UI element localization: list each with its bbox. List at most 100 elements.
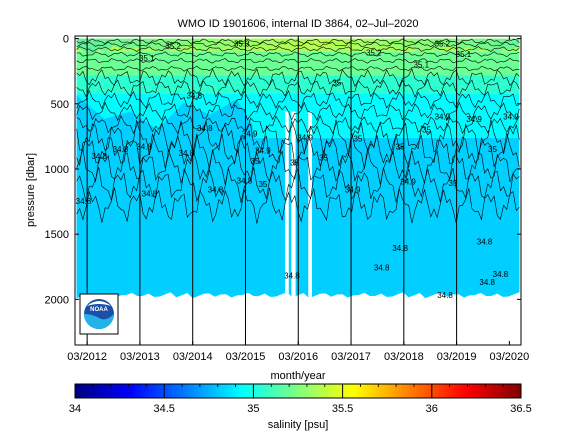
colorbar-segment [193, 384, 199, 398]
x-tick-label: 03/2016 [278, 351, 318, 363]
contour-label: 34.8 [237, 176, 253, 185]
colorbar-segment [383, 384, 388, 398]
colorbar-segment [182, 384, 187, 398]
contour-label: 35 [422, 125, 431, 134]
colorbar-segment [275, 384, 280, 398]
x-tick-label: 03/2017 [331, 351, 371, 363]
colorbar-segment [78, 384, 83, 398]
contour-label: 34.8 [284, 272, 300, 281]
colorbar-segment [394, 384, 399, 398]
colorbar-segment [271, 384, 277, 398]
colorbar-segment [350, 384, 355, 398]
colorbar-segment [134, 384, 139, 398]
colorbar-segment [312, 384, 318, 398]
contour-label: 34.8 [208, 185, 224, 194]
x-tick-label: 03/2013 [120, 351, 160, 363]
contour-label: 35 [319, 154, 328, 163]
colorbar-segment [480, 384, 485, 398]
contour-label: 35 [448, 179, 457, 188]
contour-label: 35.1 [139, 54, 155, 63]
colorbar-segment [506, 384, 511, 398]
colorbar-segment [145, 384, 150, 398]
contour-label: 34.8 [493, 270, 509, 279]
contour-label: 34.8 [179, 149, 195, 158]
colorbar-segment [450, 384, 455, 398]
colorbar-segment [435, 384, 440, 398]
colorbar-segment [353, 384, 358, 398]
colorbar-segment [283, 384, 288, 398]
colorbar-segment [279, 384, 284, 398]
colorbar-segment [446, 384, 451, 398]
contour-label: 35.2 [366, 49, 382, 58]
contour-label: 34.8 [197, 124, 213, 133]
colorbar-segment [316, 384, 321, 398]
x-tick-label: 03/2019 [437, 351, 477, 363]
colorbar-segment [454, 384, 459, 398]
colorbar-segment [428, 384, 433, 398]
colorbar-segment [264, 384, 269, 398]
colorbar-segment [238, 384, 243, 398]
colorbar-segment [368, 384, 373, 398]
colorbar-segment [335, 384, 340, 398]
colorbar: 34 34.5 35 35.5 36 36.5 [69, 383, 532, 415]
colorbar-segment [141, 384, 147, 398]
colorbar-segment [197, 384, 202, 398]
colorbar-segment [156, 384, 161, 398]
contour-label: 34.8 [113, 145, 129, 154]
colorbar-segment [249, 384, 254, 398]
colorbar-tick-label: 35 [247, 403, 259, 415]
colorbar-segment [167, 384, 173, 398]
colorbar-segment [201, 384, 206, 398]
colorbar-segment [234, 384, 240, 398]
colorbar-segment [387, 384, 392, 398]
colorbar-segment [231, 384, 236, 398]
colorbar-tick-label: 34 [69, 403, 81, 415]
colorbar-segment [108, 384, 113, 398]
colorbar-tick-label: 34.5 [153, 403, 174, 415]
colorbar-segment [465, 384, 470, 398]
contour-label: 34.9 [435, 112, 451, 121]
colorbar-segment [498, 384, 503, 398]
contour-label: 34.8 [136, 142, 152, 151]
colorbar-segment [413, 384, 418, 398]
colorbar-segment [409, 384, 414, 398]
colorbar-segment [112, 384, 117, 398]
data-gap [285, 111, 289, 301]
fresh-deep-layer [76, 95, 520, 299]
contour-label: 34.9 [255, 146, 271, 155]
colorbar-segment [476, 384, 481, 398]
contour-label: 35 [332, 79, 341, 88]
colorbar-segment [89, 384, 95, 398]
colorbar-segment [93, 384, 98, 398]
colorbar-segment [346, 384, 351, 398]
colorbar-segment [491, 384, 496, 398]
contour-label: 34.9 [297, 133, 313, 142]
colorbar-segment [379, 384, 384, 398]
colorbar-segment [115, 384, 121, 398]
y-tick-label: 2000 [45, 294, 69, 306]
colorbar-segment [309, 384, 314, 398]
y-tick-label: 0 [63, 34, 69, 46]
colorbar-segment [357, 384, 362, 398]
x-tick-label: 03/2015 [226, 351, 266, 363]
contour-label: 34.8 [392, 244, 408, 253]
y-axis-title: pressure [dbar] [25, 153, 37, 227]
colorbar-segment [472, 384, 477, 398]
colorbar-segment [171, 384, 176, 398]
colorbar-title: salinity [psu] [268, 419, 329, 431]
x-tick-label: 03/2018 [384, 351, 424, 363]
colorbar-segment [461, 384, 466, 398]
contour-label: 35 [488, 145, 497, 154]
colorbar-segment [324, 384, 329, 398]
colorbar-segment [372, 384, 377, 398]
colorbar-segment [439, 384, 444, 398]
colorbar-segment [431, 384, 437, 398]
contour-label: 35.1 [413, 60, 429, 69]
colorbar-segment [179, 384, 184, 398]
colorbar-segment [138, 384, 143, 398]
colorbar-segment [212, 384, 217, 398]
chart-title: WMO ID 1901606, internal ID 3864, 02–Jul… [178, 18, 419, 30]
data-gap [291, 111, 296, 301]
contour-label: 34.8 [186, 92, 202, 101]
colorbar-segment [487, 384, 492, 398]
